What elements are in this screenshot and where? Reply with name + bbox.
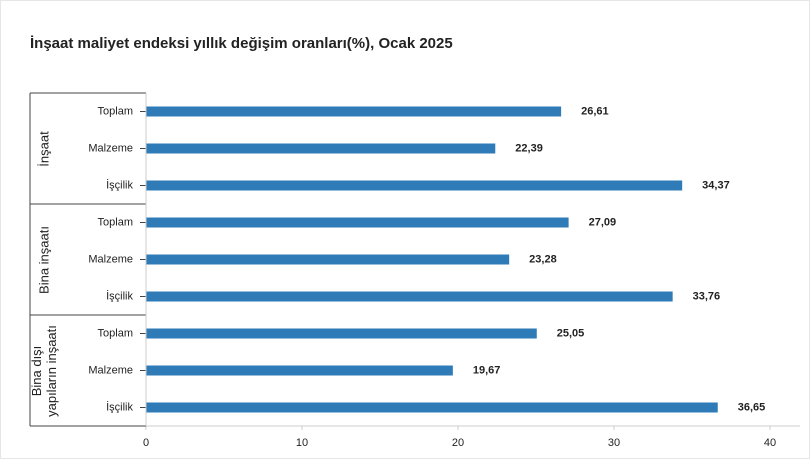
bar — [146, 365, 453, 376]
value-label: 25,05 — [557, 327, 585, 339]
category-label: Toplam — [98, 327, 133, 339]
chart-title: İnşaat maliyet endeksi yıllık değişim or… — [30, 35, 453, 52]
category-label: İşçilik — [106, 400, 133, 413]
value-label: 23,28 — [529, 253, 557, 265]
x-tick-label: 0 — [143, 437, 149, 449]
category-label: İşçilik — [106, 178, 133, 191]
x-tick-label: 40 — [764, 437, 776, 449]
category-label: Malzeme — [88, 364, 133, 376]
category-label: Malzeme — [88, 253, 133, 265]
value-label: 22,39 — [515, 142, 543, 154]
category-label: Malzeme — [88, 142, 133, 154]
group-label: Bina dışı yapıların inşaatı — [29, 324, 59, 417]
bar — [146, 180, 683, 191]
x-tick-label: 10 — [296, 437, 308, 449]
x-tick-label: 30 — [608, 437, 620, 449]
bar — [146, 291, 673, 302]
value-label: 36,65 — [738, 401, 766, 413]
category-label: Toplam — [98, 216, 133, 228]
bar — [146, 143, 496, 154]
bar — [146, 402, 718, 413]
value-label: 27,09 — [589, 216, 617, 228]
category-label: İşçilik — [106, 289, 133, 302]
value-label: 26,61 — [581, 105, 609, 117]
bar — [146, 106, 562, 117]
value-label: 33,76 — [693, 290, 721, 302]
bar — [146, 217, 569, 228]
x-tick-label: 20 — [452, 437, 464, 449]
value-label: 34,37 — [702, 179, 730, 191]
bar — [146, 328, 537, 339]
group-label: İnşaat — [36, 130, 52, 167]
group-label: Bina inşaatı — [36, 225, 52, 294]
bar — [146, 254, 510, 265]
category-label: Toplam — [98, 105, 133, 117]
value-label: 19,67 — [473, 364, 501, 376]
